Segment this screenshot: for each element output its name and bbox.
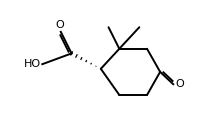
Text: HO: HO: [24, 59, 41, 69]
Text: O: O: [56, 20, 64, 30]
Text: O: O: [176, 79, 184, 89]
